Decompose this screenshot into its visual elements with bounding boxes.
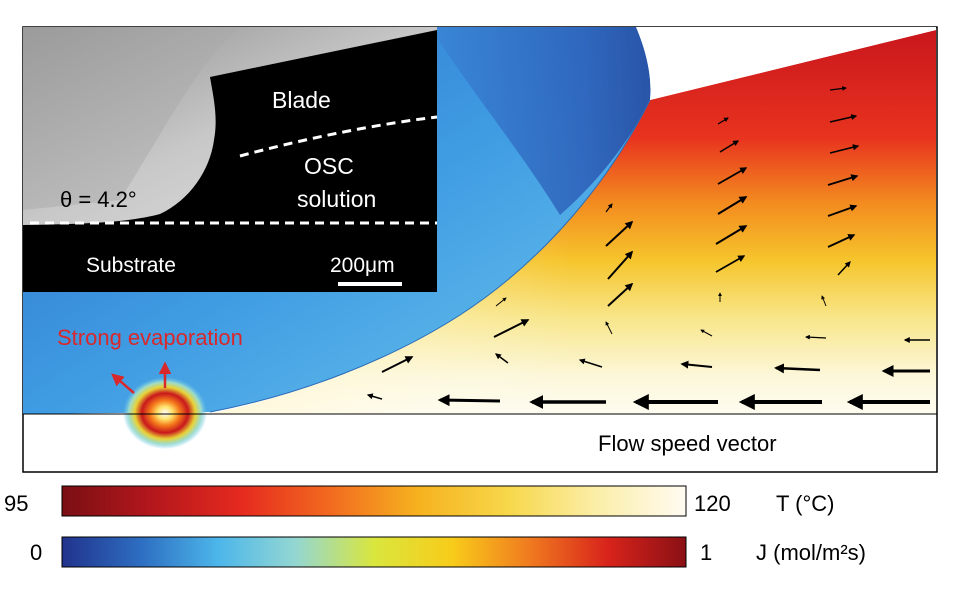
flow-vector bbox=[437, 394, 501, 407]
flow-vector bbox=[827, 174, 859, 186]
flow-vector bbox=[605, 220, 634, 247]
temperature-region-glow bbox=[210, 30, 936, 414]
flow-vector bbox=[605, 203, 613, 213]
flux-max-label: 1 bbox=[700, 540, 712, 565]
flux-region-shade bbox=[430, 27, 651, 215]
flow-vector bbox=[495, 297, 507, 307]
evaporation-arrow bbox=[111, 373, 135, 394]
inset-solution-label: solution bbox=[297, 186, 376, 212]
flow-vector bbox=[493, 319, 530, 338]
temperature-colorbar: 95 120 T (°C) bbox=[4, 485, 835, 517]
flux-unit-label: J (mol/m²s) bbox=[756, 540, 866, 565]
inset-air-highlight bbox=[23, 27, 240, 210]
flow-vector bbox=[829, 114, 858, 123]
flow-vector bbox=[719, 140, 740, 153]
inset-substrate-label: Substrate bbox=[86, 254, 176, 277]
flow-vector bbox=[717, 167, 748, 185]
inset-blade-label: Blade bbox=[272, 87, 331, 113]
flow-vector bbox=[829, 144, 860, 154]
flux-colorbar: 0 1 J (mol/m²s) bbox=[30, 536, 866, 568]
flux-min-label: 0 bbox=[30, 540, 42, 565]
flow-vector bbox=[827, 234, 856, 248]
flow-vector bbox=[805, 334, 827, 340]
flow-vector bbox=[715, 225, 748, 245]
flow-vector bbox=[837, 261, 851, 276]
flow-vector bbox=[605, 321, 613, 335]
flow-vector bbox=[715, 255, 746, 273]
temperature-colorbar-fill bbox=[61, 485, 687, 517]
flow-vectors bbox=[366, 86, 930, 410]
flow-vector bbox=[578, 358, 603, 368]
flow-vector bbox=[827, 204, 858, 217]
inset-blade-line bbox=[239, 115, 438, 158]
inset-osc-label: OSC bbox=[304, 153, 354, 179]
inset-micrograph: Blade OSC solution θ = 4.2° Substrate 20… bbox=[23, 27, 438, 292]
flow-vector bbox=[680, 360, 713, 369]
flow-vector bbox=[717, 196, 748, 215]
inset-angle-label: θ = 4.2° bbox=[60, 187, 137, 212]
flow-vector bbox=[717, 117, 729, 125]
temperature-min-label: 95 bbox=[4, 491, 28, 516]
flow-vector bbox=[495, 353, 509, 364]
temperature-max-label: 120 bbox=[694, 491, 731, 516]
meniscus-interface bbox=[209, 99, 651, 413]
flow-vector bbox=[607, 282, 634, 307]
flow-vector bbox=[829, 86, 847, 91]
flow-vector bbox=[381, 356, 414, 373]
temperature-unit-label: T (°C) bbox=[776, 491, 835, 516]
blade-wedge bbox=[636, 27, 936, 100]
inset-scale-label: 200μm bbox=[330, 254, 395, 277]
flow-vector bbox=[700, 329, 713, 337]
evaporation-hotspot bbox=[123, 377, 207, 449]
flow-vector bbox=[774, 363, 821, 374]
flow-vector bbox=[607, 250, 634, 280]
flow-vector bbox=[821, 295, 827, 307]
evaporation-label: Strong evaporation bbox=[57, 325, 243, 350]
flow-vector bbox=[366, 393, 383, 400]
flux-colorbar-fill bbox=[61, 536, 687, 568]
flow-speed-label: Flow speed vector bbox=[598, 431, 777, 456]
